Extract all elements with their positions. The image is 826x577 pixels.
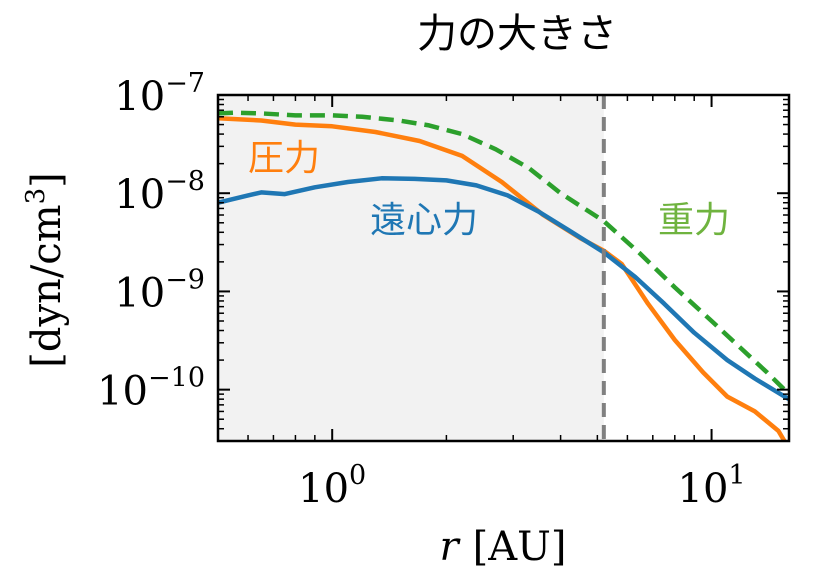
x-axis-variable: r	[440, 524, 462, 570]
y-tick-label-exp-1: −8	[165, 166, 205, 197]
x-tick-label-base-1: 10	[678, 466, 729, 512]
x-tick-label-base-0: 10	[298, 466, 349, 512]
y-tick-label-base-3: 10	[97, 369, 148, 415]
y-tick-label-exp-3: −10	[148, 363, 205, 394]
y-tick-label-exp-2: −9	[165, 264, 205, 295]
y-tick-label-1: 10−8	[114, 166, 205, 218]
series-label-0: 圧力	[248, 138, 320, 179]
shaded-region	[218, 95, 604, 441]
series-label-2: 重力	[658, 200, 730, 241]
x-axis-unit: [AU]	[473, 524, 567, 570]
y-tick-label-base-2: 10	[114, 270, 165, 316]
y-axis-label: [dyn/cm3]	[21, 172, 70, 368]
y-tick-label-3: 10−10	[97, 363, 205, 415]
x-tick-label-0: 100	[298, 460, 366, 512]
series-line-2	[218, 110, 789, 396]
plot-area	[218, 95, 789, 441]
y-axis-unit-close: ]	[24, 172, 70, 188]
y-tick-label-base-0: 10	[114, 74, 165, 120]
x-tick-label-exp-0: 0	[349, 460, 366, 491]
x-tick-label-1: 101	[678, 460, 746, 512]
series-group	[218, 110, 789, 441]
series-line-1	[218, 176, 789, 402]
series-label-1: 遠心力	[370, 200, 478, 241]
y-tick-label-base-1: 10	[114, 172, 165, 218]
y-tick-label-2: 10−9	[114, 264, 205, 316]
x-tick-label-exp-1: 1	[728, 460, 745, 491]
chart-title: 力の大きさ	[417, 11, 617, 57]
y-axis-unit-exponent: 3	[21, 188, 51, 205]
y-axis-unit-base: [dyn/cm	[24, 204, 70, 367]
plot-frame	[216, 93, 791, 443]
y-tick-label-0: 10−7	[114, 68, 205, 120]
x-axis-label: r [AU]	[440, 524, 567, 570]
y-tick-label-exp-0: −7	[165, 68, 205, 99]
